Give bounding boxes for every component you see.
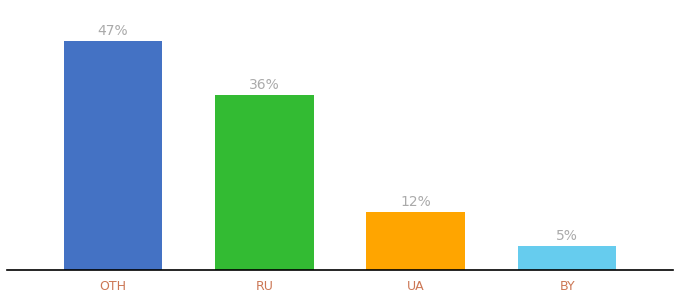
- Text: 5%: 5%: [556, 229, 578, 243]
- Text: 12%: 12%: [401, 195, 431, 209]
- Bar: [64, 41, 162, 270]
- Text: 47%: 47%: [98, 24, 129, 38]
- Bar: [367, 212, 465, 270]
- Bar: [518, 246, 616, 270]
- Bar: [215, 95, 313, 270]
- Text: 36%: 36%: [249, 78, 279, 92]
